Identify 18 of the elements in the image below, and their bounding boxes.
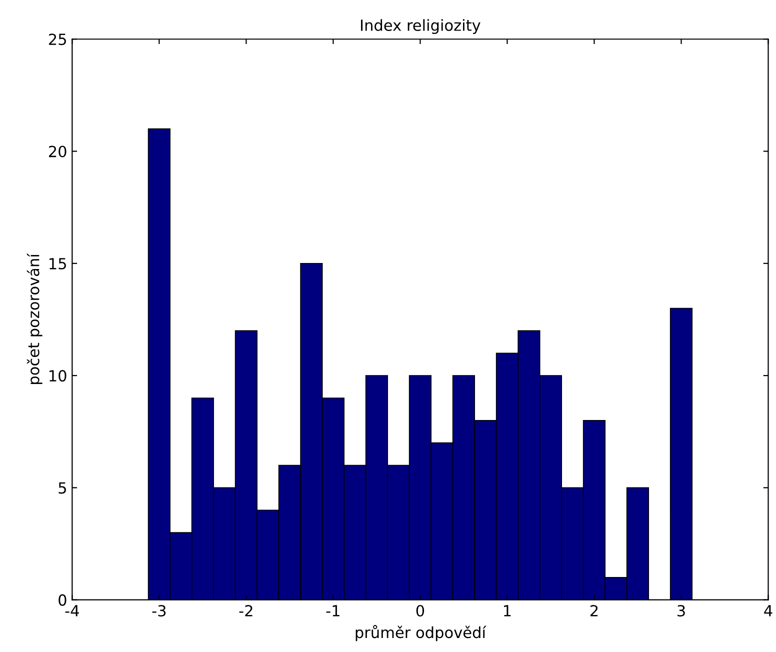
- y-tick-label: 0: [58, 594, 66, 606]
- y-tick-label: 5: [58, 482, 66, 494]
- x-tick-label: -4: [65, 605, 79, 616]
- x-tick-label: 0: [416, 604, 424, 617]
- y-axis-title: počet pozorování: [26, 253, 42, 384]
- x-tick-label: -3: [152, 604, 166, 617]
- y-tick-label: 10: [50, 370, 66, 382]
- y-tick-label: 20: [48, 146, 66, 158]
- y-tick-label: 15: [50, 258, 66, 270]
- x-tick-label: 3: [678, 604, 685, 617]
- x-tick-label: 4: [764, 605, 772, 616]
- x-tick-label: 2: [590, 604, 598, 616]
- x-tick-label: -2: [239, 604, 252, 616]
- x-axis-title: průměr odpovědí: [356, 625, 486, 642]
- y-tick-label: 25: [48, 34, 66, 46]
- x-tick-label: 1: [504, 605, 511, 616]
- x-tick-label: -1: [326, 605, 340, 616]
- chart-title: Index religiozity: [361, 19, 480, 34]
